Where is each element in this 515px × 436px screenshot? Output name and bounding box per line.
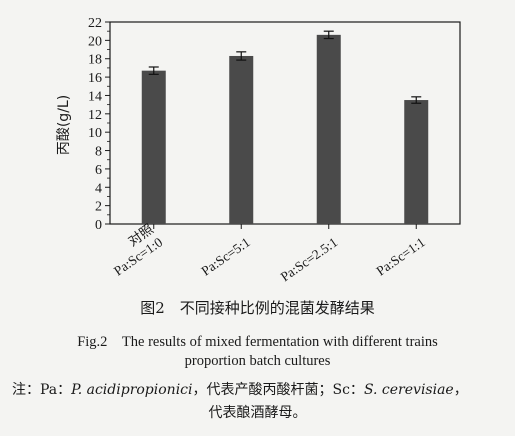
- chart-bars: [141, 34, 429, 224]
- note-sc-species: S. cerevisiae: [363, 382, 454, 398]
- note-pa-species: P. acidipropionici: [71, 382, 193, 398]
- y-tick-label: 14: [88, 89, 102, 104]
- y-tick-label: 16: [88, 71, 102, 86]
- x-tick-label: Pa:Sc=1:1: [374, 234, 428, 278]
- y-tick-label: 8: [95, 145, 102, 160]
- x-tick-label: Pa:Sc=2.5:1: [278, 234, 340, 284]
- figure-note-line1: 注：Pa：P. acidipropionici，代表产酸丙酸杆菌；Sc：S. c…: [12, 379, 468, 399]
- chart-error-bars: [148, 30, 422, 104]
- note-pa-desc: ，代表产酸丙酸杆菌；Sc：: [192, 382, 364, 398]
- y-axis-label: 丙酸(g/L): [56, 95, 72, 155]
- y-tick-label: 0: [95, 218, 102, 233]
- x-tick-label-line: Pa:Sc=1:1: [374, 234, 428, 278]
- y-tick-label: 18: [88, 53, 102, 68]
- y-tick-label: 2: [95, 200, 102, 215]
- note-prefix: 注：Pa：: [12, 382, 72, 398]
- y-tick-label: 6: [95, 163, 102, 178]
- x-tick-label-line: Pa:Sc=2.5:1: [278, 234, 340, 284]
- y-tick-label: 12: [88, 108, 102, 123]
- note-sc-desc-end: ，: [453, 382, 468, 398]
- bar: [141, 70, 166, 224]
- y-tick-label: 22: [88, 16, 102, 31]
- bar: [404, 100, 429, 224]
- figure-note-line2: 代表酿酒酵母。: [208, 405, 307, 421]
- figure-caption-chinese: 图2 不同接种比例的混菌发酵结果: [140, 299, 375, 317]
- y-tick-label: 20: [88, 34, 102, 49]
- y-tick-label: 10: [88, 126, 102, 141]
- y-axis-ticks: 0 2 4 6 8 10 12 14 16 18 20 22: [88, 16, 110, 233]
- x-tick-label-line: Pa:Sc=5:1: [199, 234, 253, 278]
- bar: [229, 55, 254, 224]
- y-tick-label: 4: [95, 181, 102, 196]
- figure-caption-english-line1: Fig.2 The results of mixed fermentation …: [77, 334, 438, 350]
- figure-caption-english-line2: proportion batch cultures: [184, 353, 331, 369]
- x-tick-label: Pa:Sc=5:1: [199, 234, 253, 278]
- bar: [316, 34, 341, 224]
